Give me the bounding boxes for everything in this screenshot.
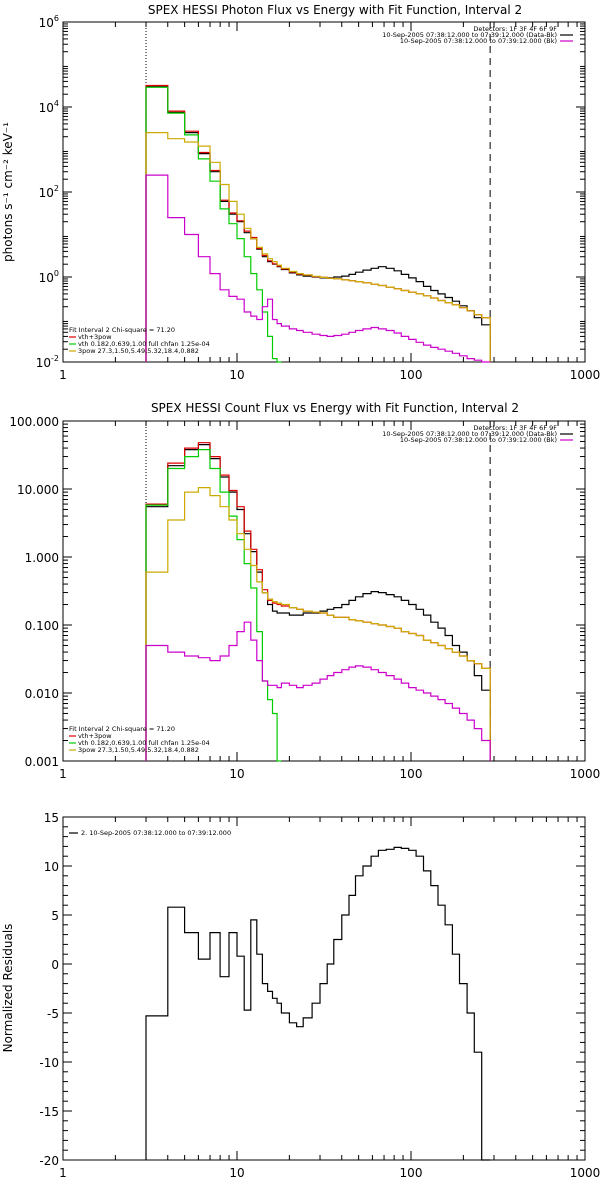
residuals-x-tick-label: 1000 xyxy=(570,1166,600,1180)
count-flux-series-4-line xyxy=(145,621,491,761)
photon-flux-plot-frame xyxy=(62,21,586,363)
count-flux-legend-fit: Fit Interval 2 Chi-square = 71.20vth+3po… xyxy=(69,725,210,754)
count-flux-x-tick-label: 1 xyxy=(59,767,67,781)
photon-flux-series-3-line xyxy=(145,132,491,362)
count-flux-y-tick-label: 0.100 xyxy=(25,619,59,633)
count-flux-x-tick-label: 10 xyxy=(229,767,244,781)
residuals-y-tick-label: 15 xyxy=(44,811,59,825)
photon-flux-y-tick-base: 10 xyxy=(36,356,51,370)
residuals-series-0-line xyxy=(145,846,491,1161)
photon-flux-y-tick-exponent: 6 xyxy=(54,14,59,23)
photon-flux-y-tick-exponent: 2 xyxy=(54,184,59,193)
photon-flux-x-tick-label: 1000 xyxy=(570,368,600,382)
residuals-x-tick-label: 100 xyxy=(400,1166,423,1180)
count-flux-legend-fit-line: vth+3pow xyxy=(78,732,112,740)
residuals-y-tick-label: -10 xyxy=(39,1056,59,1070)
photon-flux-y-axis-label: photons s⁻¹ cm⁻² keV⁻¹ xyxy=(1,122,15,262)
photon-flux-y-tick-base: 10 xyxy=(39,16,54,30)
count-flux-title: SPEX HESSI Count Flux vs Energy with Fit… xyxy=(151,401,519,415)
photon-flux-y-tick-label: 100 xyxy=(39,269,59,285)
count-flux-series xyxy=(145,421,491,762)
photon-flux-y-tick-base: 10 xyxy=(39,186,54,200)
photon-flux-legend-fit-line: vth 0.182,0.639,1.00 full chfan 1.25e-04 xyxy=(78,340,210,348)
count-flux-x-tick-label: 100 xyxy=(400,767,423,781)
photon-flux-legend-fit-line: 3pow 27.3,1.50,5.49,5.32,18.4,0.882 xyxy=(78,347,199,355)
residuals-plot-frame xyxy=(62,816,586,1161)
photon-flux-legend-fit-line: Fit Interval 2 Chi-square = 71.20 xyxy=(69,326,175,334)
count-flux-panel: SPEX HESSI Count Flux vs Energy with Fit… xyxy=(9,401,600,781)
photon-flux-legend-detectors-line: 10-Sep-2005 07:38:12.000 to 07:39:12.000… xyxy=(400,37,557,45)
photon-flux-panel: SPEX HESSI Photon Flux vs Energy with Fi… xyxy=(1,3,600,382)
residuals-series xyxy=(145,846,491,1161)
photon-flux-x-tick-label: 1 xyxy=(59,368,67,382)
photon-flux-legend-detectors-line: Detectors: 1F 3F 4F 6F 9F xyxy=(473,25,557,33)
residuals-y-axis-label: Normalized Residuals xyxy=(1,924,15,1053)
photon-flux-y-tick-label: 102 xyxy=(39,184,59,200)
count-flux-x-tick-label: 1000 xyxy=(570,767,600,781)
count-flux-legend-detectors-line: 10-Sep-2005 07:38:12.000 to 07:39:12.000… xyxy=(382,430,557,438)
residuals-legend: 2. 10-Sep-2005 07:38:12.000 to 07:39:12.… xyxy=(69,829,231,837)
photon-flux-y-tick-base: 10 xyxy=(39,101,54,115)
photon-flux-y-tick-label: 104 xyxy=(39,99,59,115)
residuals-x-tick-label: 1 xyxy=(59,1166,67,1180)
photon-flux-series-2-line xyxy=(145,86,282,363)
count-flux-legend-detectors-line: Detectors: 1F 3F 4F 6F 9F xyxy=(473,424,557,432)
count-flux-y-tick-label: 10.000 xyxy=(17,483,59,497)
photon-flux-x-tick-label: 100 xyxy=(400,368,423,382)
count-flux-series-1-line xyxy=(145,442,491,761)
count-flux-series-2-line xyxy=(145,449,282,762)
residuals-legend-label: 2. 10-Sep-2005 07:38:12.000 to 07:39:12.… xyxy=(81,829,231,837)
residuals-x-tick-label: 10 xyxy=(229,1166,244,1180)
photon-flux-y-tick-exponent: -2 xyxy=(51,354,59,363)
photon-flux-series xyxy=(145,22,491,363)
count-flux-plot-frame xyxy=(62,420,586,762)
residuals-y-tick-label: 0 xyxy=(51,958,59,972)
count-flux-legend-fit-line: vth 0.182,0.639,1.00 full chfan 1.25e-04 xyxy=(78,739,210,747)
residuals-panel: Normalized Residuals 1 10 100 1000-20-15-10… xyxy=(1,811,600,1180)
photon-flux-y-tick-exponent: 4 xyxy=(54,99,59,108)
residuals-y-tick-label: 5 xyxy=(51,909,59,923)
photon-flux-y-tick-base: 10 xyxy=(39,271,54,285)
residuals-ticks: 1 10 100 1000 -20 -15 -10 -5 0 5 10 15 xyxy=(39,811,600,1180)
count-flux-series-3-line xyxy=(145,487,491,761)
photon-flux-legend-fit-line: vth+3pow xyxy=(78,333,112,341)
photon-flux-series-0-line xyxy=(145,86,491,362)
count-flux-ticks: 1 10 100 1000 0.001 0.010 0.100 1.000 10.000 100.… xyxy=(9,415,600,781)
photon-flux-y-tick-label: 106 xyxy=(39,14,59,30)
photon-flux-series-4-line xyxy=(145,174,491,363)
photon-flux-series-1-line xyxy=(145,84,491,362)
residuals-y-tick-label: -20 xyxy=(39,1154,59,1168)
residuals-y-tick-label: -15 xyxy=(39,1105,59,1119)
count-flux-legend-fit-line: Fit Interval 2 Chi-square = 71.20 xyxy=(69,725,175,733)
photon-flux-legend-detectors-line: 10-Sep-2005 07:38:12.000 to 07:39:12.000… xyxy=(382,31,557,39)
photon-flux-legend-fit: Fit Interval 2 Chi-square = 71.20vth+3po… xyxy=(69,326,210,355)
photon-flux-y-tick-label: 10-2 xyxy=(36,354,59,370)
count-flux-y-tick-label: 0.001 xyxy=(25,755,59,769)
residuals-y-tick-label: 10 xyxy=(44,860,59,874)
count-flux-y-tick-label: 0.010 xyxy=(25,687,59,701)
photon-flux-y-tick-exponent: 0 xyxy=(54,269,59,278)
photon-flux-title: SPEX HESSI Photon Flux vs Energy with Fi… xyxy=(148,3,522,17)
count-flux-legend-detectors-line: 10-Sep-2005 07:38:12.000 to 07:39:12.000… xyxy=(400,436,557,444)
photon-flux-x-tick-label: 10 xyxy=(229,368,244,382)
count-flux-y-tick-label: 100.000 xyxy=(9,415,59,429)
residuals-y-tick-label: -5 xyxy=(47,1007,59,1021)
count-flux-y-tick-label: 1.000 xyxy=(25,551,59,565)
count-flux-legend-fit-line: 3pow 27.3,1.50,5.49,5.32,18.4,0.882 xyxy=(78,746,199,754)
